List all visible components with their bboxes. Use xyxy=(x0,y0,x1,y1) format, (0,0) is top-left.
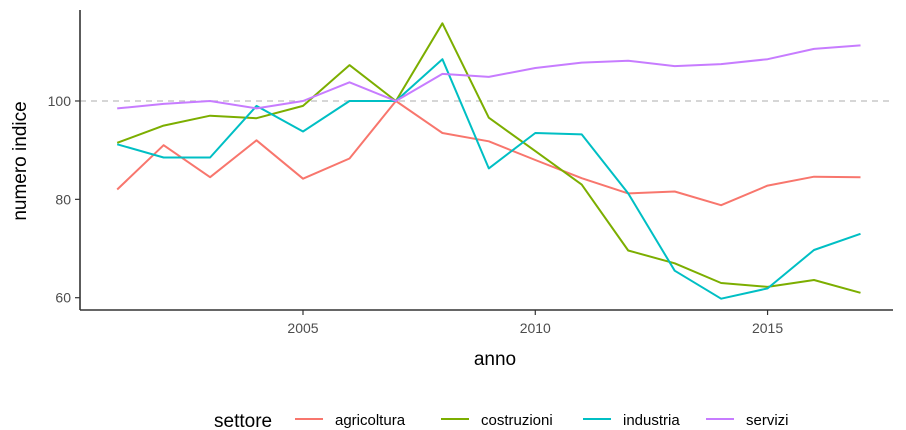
legend-title: settore xyxy=(214,411,272,430)
series-line-industria xyxy=(116,58,861,300)
series-line-servizi xyxy=(117,44,861,110)
y-tick-label: 80 xyxy=(55,191,71,207)
legend-label-industria: industria xyxy=(623,412,680,429)
series-line-costruzioni xyxy=(116,22,861,294)
series-lines xyxy=(116,22,861,300)
y-axis-ticks: 60 80 100 xyxy=(48,93,80,306)
x-tick-label: 2005 xyxy=(287,320,318,336)
x-tick-label: 2015 xyxy=(752,320,783,336)
legend-label-agricoltura: agricoltura xyxy=(335,412,406,429)
legend-items: agricoltura costruzioni industria servizi xyxy=(295,412,789,429)
y-tick-label: 100 xyxy=(48,93,72,109)
y-axis-title: numero indice xyxy=(10,101,31,220)
x-axis-title: anno xyxy=(474,349,516,370)
legend: settore agricoltura costruzioni industria s… xyxy=(214,411,789,430)
legend-label-servizi: servizi xyxy=(746,412,789,429)
legend-label-costruzioni: costruzioni xyxy=(481,412,553,429)
x-axis-ticks: 2005 2010 2015 xyxy=(287,310,783,336)
x-tick-label: 2010 xyxy=(520,320,551,336)
series-line-agricoltura xyxy=(116,100,861,207)
y-tick-label: 60 xyxy=(55,290,71,306)
